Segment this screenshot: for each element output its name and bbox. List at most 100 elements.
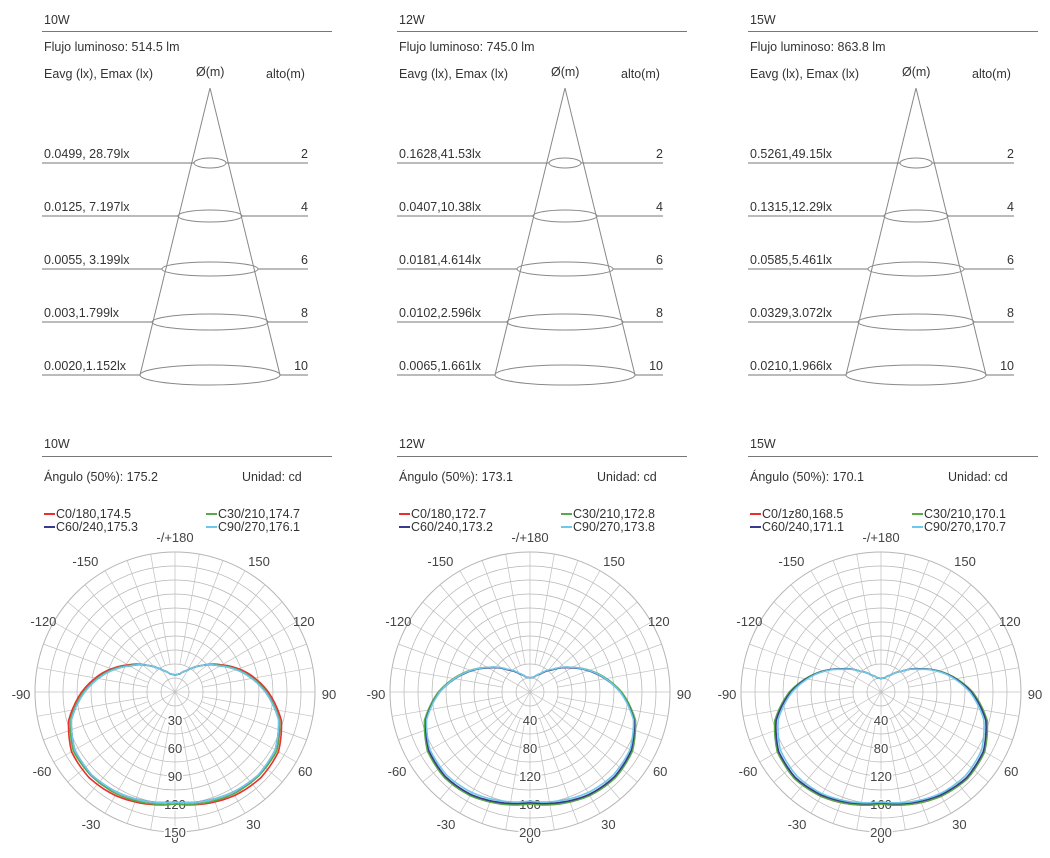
illuminance-value: 0.0055, 3.199lx <box>44 253 130 267</box>
legend-swatch <box>750 512 761 515</box>
polar-spoke <box>408 621 531 693</box>
polar-spoke <box>556 643 662 683</box>
angle-tick-label: -60 <box>33 764 52 779</box>
polar-spoke <box>439 584 513 671</box>
polar-spoke <box>557 696 668 717</box>
illuminance-value: 0.0499, 28.79lx <box>44 147 130 161</box>
polar-spoke <box>885 719 906 830</box>
polar-spoke <box>773 601 860 675</box>
illuminance-value: 0.5261,49.15lx <box>750 147 833 161</box>
polar-spoke <box>481 560 521 666</box>
polar-spoke <box>556 701 662 741</box>
angle-tick-label: -/+180 <box>862 530 899 545</box>
beam-cone-diagram <box>42 87 308 386</box>
angle-tick-label: -120 <box>385 614 411 629</box>
polar-spoke <box>856 554 877 665</box>
cone-edge-left <box>139 87 211 376</box>
polar-spoke <box>202 696 313 717</box>
angle-tick-label: 60 <box>1004 764 1018 779</box>
legend-label: C60/240,175.3 <box>56 520 139 534</box>
polar-spoke <box>37 667 148 688</box>
section-rule <box>748 31 1038 32</box>
polar-section-rule <box>42 456 332 457</box>
legend-item: C0/1z80,168.5 <box>750 505 843 523</box>
polar-series-c90 <box>70 663 280 804</box>
illuminance-value: 0.0125, 7.197lx <box>44 200 130 214</box>
polar-spoke <box>907 643 1013 683</box>
height-header: alto(m) <box>266 67 305 81</box>
polar-spoke <box>43 643 149 683</box>
polar-spoke <box>84 713 158 800</box>
mounting-height: 10 <box>294 359 308 373</box>
beam-cone-diagram <box>397 87 663 386</box>
angle-tick-label: 90 <box>677 687 691 702</box>
polar-spoke <box>126 718 166 824</box>
radial-tick-label: 120 <box>519 769 541 784</box>
polar-spoke <box>150 554 171 665</box>
legend-label: C90/270,170.7 <box>924 520 1007 534</box>
angle-tick-label: 150 <box>603 554 625 569</box>
angle-tick-label: -30 <box>437 817 456 832</box>
legend-swatch <box>561 512 572 515</box>
radial-tick-label: 90 <box>168 769 182 784</box>
polar-spoke <box>749 643 855 683</box>
illuminance-value: 0.1628,41.53lx <box>399 147 482 161</box>
mounting-height: 2 <box>301 147 308 161</box>
radial-tick-label: 30 <box>168 713 182 728</box>
polar-spoke <box>539 718 579 824</box>
polar-spoke <box>880 691 952 814</box>
polar-spoke <box>179 719 200 830</box>
angle-tick-label: 0 <box>526 831 533 846</box>
polar-spoke <box>104 691 176 814</box>
polar-spoke <box>174 570 246 693</box>
polar-spoke <box>422 709 509 783</box>
illuminance-value: 0.0407,10.38lx <box>399 200 482 214</box>
polar-spoke <box>902 601 989 675</box>
angle-tick-label: 120 <box>293 614 315 629</box>
polar-spoke <box>898 713 972 800</box>
radial-tick-label: 80 <box>523 741 537 756</box>
angle-tick-label: -120 <box>30 614 56 629</box>
legend-swatch <box>399 512 410 515</box>
polar-spoke <box>84 584 158 671</box>
angle-tick-label: -150 <box>72 554 98 569</box>
polar-spoke <box>53 691 176 763</box>
polar-spoke <box>551 601 638 675</box>
polar-spoke <box>192 713 266 800</box>
angle-tick-label: -/+180 <box>511 530 548 545</box>
polar-section-title: 12W <box>399 437 425 451</box>
polar-spoke <box>534 719 555 830</box>
section-rule <box>397 31 687 32</box>
angle-tick-label: -150 <box>778 554 804 569</box>
legend-item: C30/210,174.7 <box>206 505 300 523</box>
polar-section-title: 15W <box>750 437 776 451</box>
angle-tick-label: 90 <box>1028 687 1042 702</box>
angle-tick-label: -30 <box>82 817 101 832</box>
mounting-height: 8 <box>301 306 308 320</box>
legend-label: C30/210,170.1 <box>924 507 1007 521</box>
polar-spoke <box>551 709 638 783</box>
illuminance-header: Eavg (lx), Emax (lx) <box>750 67 860 81</box>
polar-spoke <box>810 570 882 693</box>
polar-spoke <box>547 713 621 800</box>
height-header: alto(m) <box>972 67 1011 81</box>
beam-angle-text: Ángulo (50%): 170.1 <box>750 470 864 484</box>
polar-spoke <box>201 643 307 683</box>
polar-spoke <box>104 570 176 693</box>
polar-spoke <box>179 554 200 665</box>
polar-spoke <box>890 718 930 824</box>
luminous-flux: Flujo luminoso: 514.5 lm <box>44 40 180 54</box>
polar-spoke <box>810 691 882 814</box>
legend-swatch <box>399 525 410 528</box>
polar-spoke <box>481 718 521 824</box>
polar-spoke <box>67 601 154 675</box>
radial-tick-label: 80 <box>874 741 888 756</box>
section-title: 15W <box>750 13 776 27</box>
polar-series-c90 <box>777 668 985 804</box>
section-rule <box>42 31 332 32</box>
polar-spoke <box>174 621 297 693</box>
unit-text: Unidad: cd <box>597 470 657 484</box>
radial-tick-label: 40 <box>874 713 888 728</box>
polar-spoke <box>126 560 166 666</box>
mounting-height: 2 <box>1007 147 1014 161</box>
